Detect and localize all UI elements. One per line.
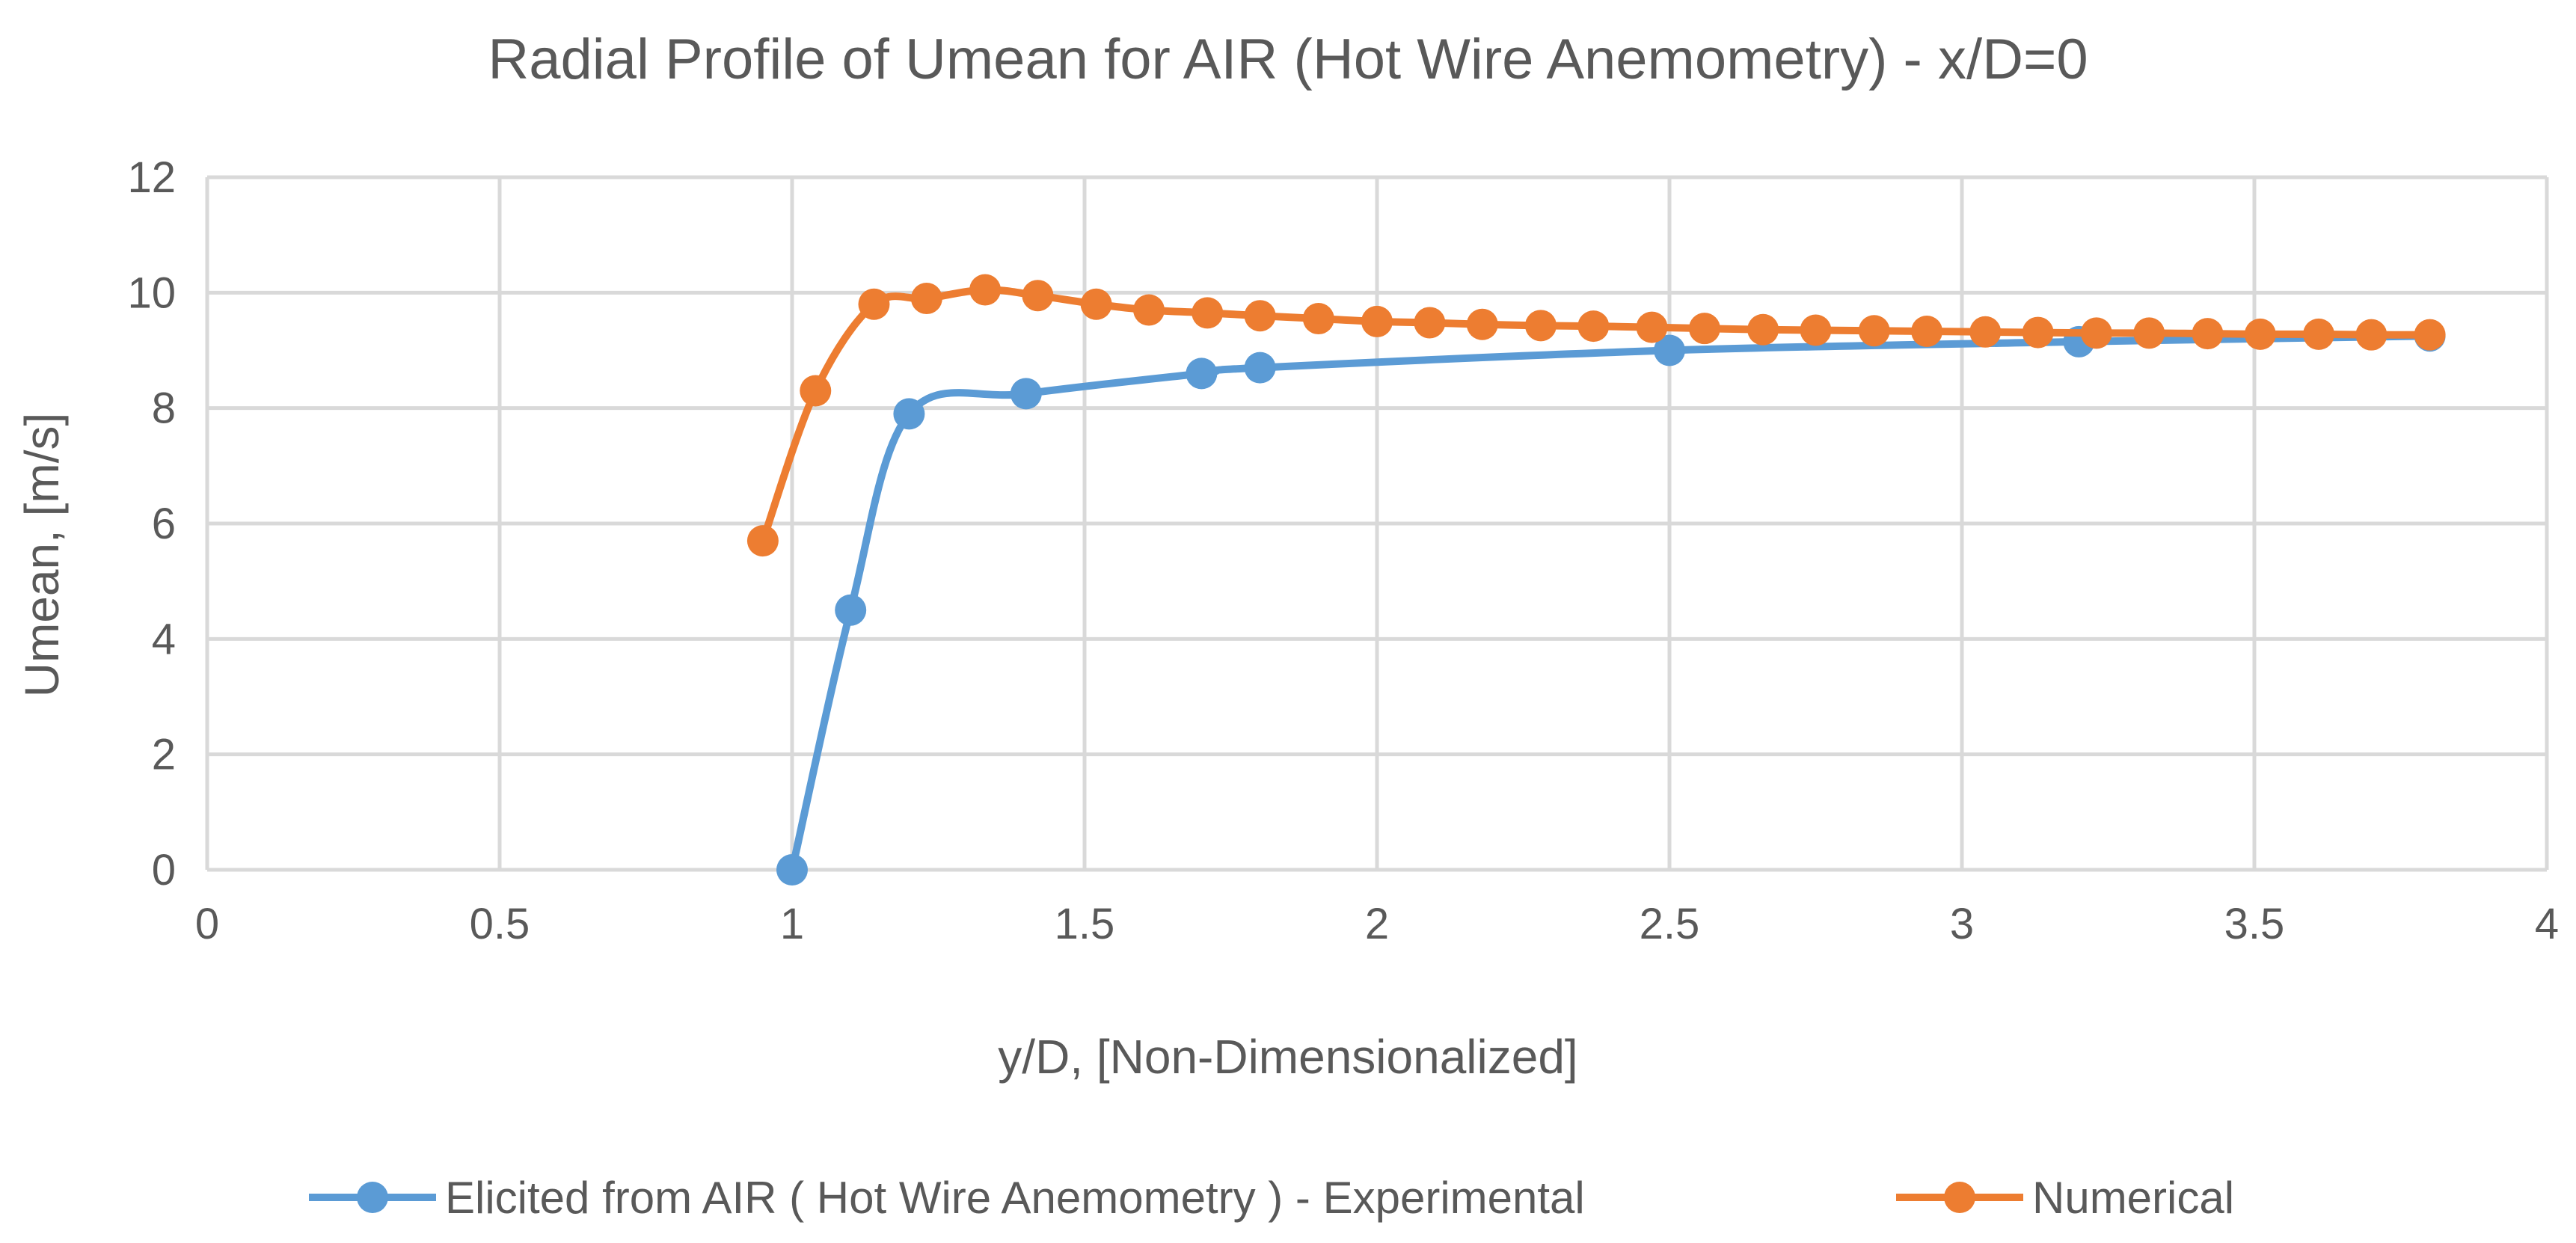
data-point xyxy=(1800,314,1832,346)
data-point xyxy=(1747,313,1779,346)
data-point xyxy=(2355,319,2388,351)
legend-swatch-marker xyxy=(1944,1182,1975,1213)
x-tick-label: 2 xyxy=(1365,900,1389,948)
axes: 0 2 4 6 8 10 12 0 0.5 1 1.5 2 2.5 3 3.5 4 xyxy=(127,153,2559,948)
data-point xyxy=(1636,311,1668,343)
data-point xyxy=(835,594,867,626)
x-tick-label: 0.5 xyxy=(470,900,530,948)
series-experimental xyxy=(776,320,2446,886)
data-point xyxy=(1654,334,1685,366)
legend-item: Elicited from AIR ( Hot Wire Anemometry … xyxy=(309,1173,1585,1223)
y-tick-label: 12 xyxy=(127,153,176,202)
data-point xyxy=(1010,378,1042,410)
data-point xyxy=(893,398,925,430)
legend-item: Numerical xyxy=(1896,1173,2234,1223)
data-point xyxy=(1524,310,1557,342)
data-point xyxy=(1577,310,1610,343)
gridlines xyxy=(207,175,2549,870)
x-tick-label: 3 xyxy=(1950,900,1974,948)
series-line xyxy=(788,332,2434,874)
data-point xyxy=(1302,303,1334,335)
data-point xyxy=(746,525,779,557)
data-point xyxy=(2192,318,2224,350)
data-point xyxy=(1911,316,1943,348)
data-point xyxy=(1466,308,1498,340)
y-tick-label: 2 xyxy=(152,731,176,779)
data-point xyxy=(910,283,942,315)
series-numerical xyxy=(746,274,2446,557)
data-point xyxy=(1133,294,1165,326)
data-point xyxy=(1022,280,1054,312)
data-point xyxy=(2414,319,2446,351)
data-point xyxy=(1858,315,1890,347)
y-tick-label: 8 xyxy=(152,384,176,433)
data-point xyxy=(1192,297,1224,329)
y-tick-label: 4 xyxy=(152,615,176,663)
x-tick-label: 1.5 xyxy=(1055,900,1115,948)
data-point xyxy=(858,288,890,320)
y-tick-label: 0 xyxy=(152,846,176,894)
data-point xyxy=(1969,316,2002,348)
legend-label: Numerical xyxy=(2032,1173,2234,1223)
series-layer xyxy=(746,274,2446,886)
data-point xyxy=(2244,318,2276,350)
legend: Elicited from AIR ( Hot Wire Anemometry … xyxy=(309,1173,2234,1223)
data-point xyxy=(969,274,1002,306)
chart-title: Radial Profile of Umean for AIR (Hot Wir… xyxy=(488,28,2088,91)
x-tick-label: 3.5 xyxy=(2224,900,2285,948)
data-point xyxy=(2303,318,2335,350)
y-tick-label: 6 xyxy=(152,500,176,548)
x-tick-label: 4 xyxy=(2535,900,2559,948)
y-tick-label: 10 xyxy=(127,268,176,317)
data-point xyxy=(800,375,832,407)
data-point xyxy=(1080,288,1112,320)
data-point xyxy=(776,854,808,886)
x-tick-label: 0 xyxy=(195,900,219,948)
x-tick-label: 1 xyxy=(780,900,804,948)
x-tick-label: 2.5 xyxy=(1640,900,1700,948)
data-point xyxy=(1361,305,1393,337)
legend-label: Elicited from AIR ( Hot Wire Anemometry … xyxy=(445,1173,1585,1223)
data-point xyxy=(1244,300,1276,332)
data-point xyxy=(2022,316,2054,349)
legend-swatch-marker xyxy=(357,1182,388,1213)
y-axis-label: Umean, [m/s] xyxy=(15,413,69,698)
data-point xyxy=(2133,317,2165,349)
data-point xyxy=(1414,307,1446,339)
data-point xyxy=(2080,317,2112,349)
data-point xyxy=(1186,357,1218,390)
x-axis-label: y/D, [Non-Dimensionalized] xyxy=(998,1030,1577,1084)
data-point xyxy=(1244,352,1276,384)
data-point xyxy=(1688,313,1720,345)
